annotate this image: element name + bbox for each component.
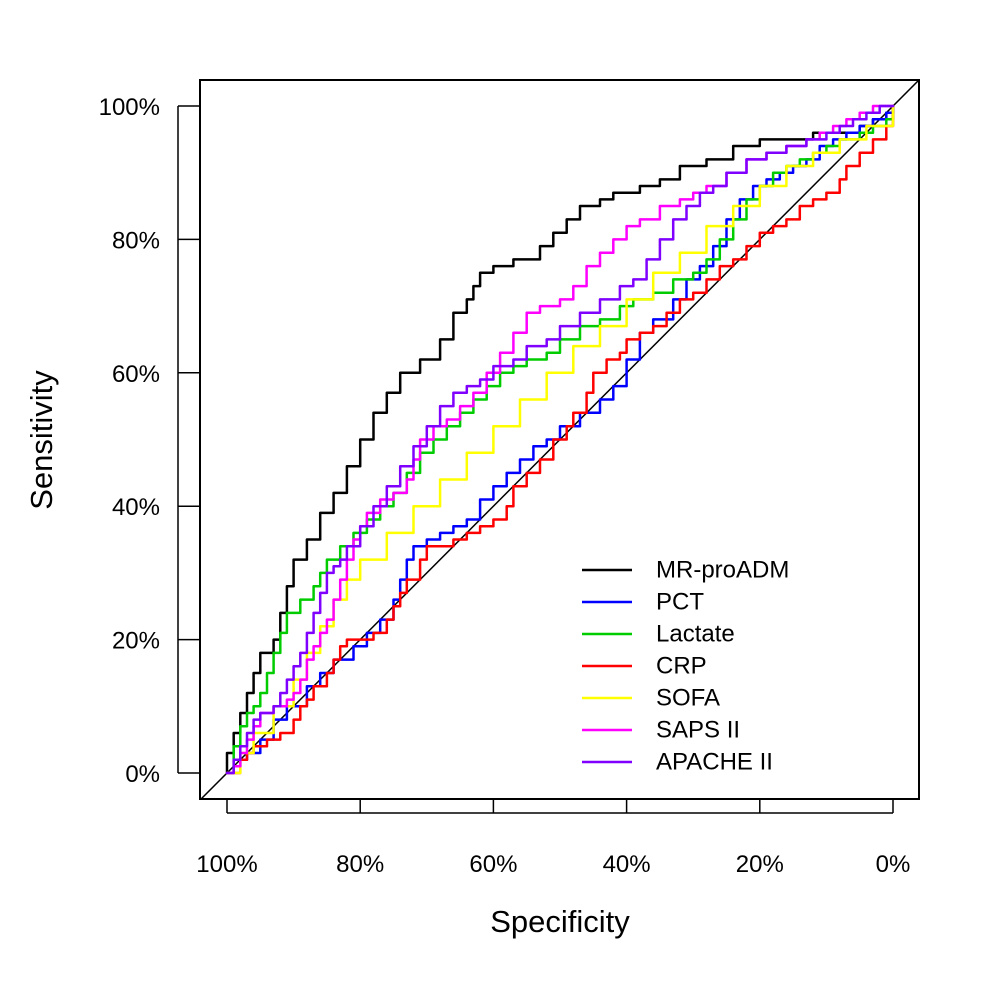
- legend: MR-proADM PCT Lactate CRP SOFA SAPS II APACHE …: [582, 556, 789, 775]
- y-axis: 0% 20% 40% 60% 80% 100%: [99, 94, 200, 788]
- plot-content: [200, 80, 919, 799]
- x-axis: 100% 80% 60% 40% 20% 0%: [196, 799, 910, 878]
- plot-frame: [199, 79, 920, 800]
- legend-label: PCT: [656, 588, 704, 615]
- legend-label: MR-proADM: [656, 556, 789, 583]
- y-tick-label: 100%: [99, 94, 160, 121]
- y-axis-label: Sensitivity: [24, 370, 59, 510]
- x-tick-label: 80%: [336, 851, 384, 878]
- x-tick-label: 40%: [603, 851, 651, 878]
- x-tick-label: 60%: [469, 851, 517, 878]
- x-tick-label: 0%: [876, 851, 911, 878]
- y-tick-label: 40%: [112, 494, 160, 521]
- x-tick-label: 20%: [736, 851, 784, 878]
- x-axis-label: Specificity: [490, 904, 630, 939]
- legend-label: SOFA: [656, 684, 720, 711]
- series-line-apache-ii: [225, 104, 895, 775]
- legend-label: SAPS II: [656, 716, 740, 743]
- x-tick-label: 100%: [196, 851, 257, 878]
- y-tick-label: 60%: [112, 361, 160, 388]
- y-tick-label: 0%: [125, 761, 160, 788]
- legend-label: Lactate: [656, 620, 735, 647]
- y-tick-label: 80%: [112, 227, 160, 254]
- series-line-crp: [225, 104, 895, 775]
- series-line-mr-proadm: [225, 104, 895, 775]
- legend-label: CRP: [656, 652, 707, 679]
- y-tick-label: 20%: [112, 628, 160, 655]
- legend-label: APACHE II: [656, 748, 773, 775]
